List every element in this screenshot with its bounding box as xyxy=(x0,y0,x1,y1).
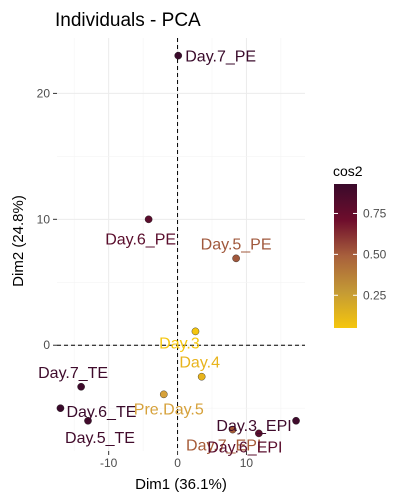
point-day-5-te xyxy=(84,416,92,425)
y-axis-title: Dim2 (24.8%) xyxy=(10,195,27,287)
y-tick-label: 0 xyxy=(43,338,50,352)
point-day-5-pe xyxy=(232,254,240,263)
point-label: Day.7_EPI xyxy=(186,438,261,455)
legend-ticks: 0.25 0.50 0.75 xyxy=(334,206,387,302)
point-pre-day-5 xyxy=(159,390,168,399)
point-day-6-epi xyxy=(255,429,263,438)
point-day-6-te xyxy=(56,404,65,412)
point-day-3 xyxy=(191,327,200,336)
legend-tick-label: 0.25 xyxy=(363,288,387,302)
legend-title: cos2 xyxy=(333,163,363,179)
point-label: Day.4 xyxy=(179,355,220,372)
point-label: Day.6_EPI xyxy=(207,439,282,456)
y-tick-label: 20 xyxy=(37,86,51,100)
point-label: Day.6_TE xyxy=(66,404,136,421)
legend-tick-label: 0.50 xyxy=(363,247,387,261)
x-axis: -10 0 10 xyxy=(100,451,253,470)
point-label: Day.7_TE xyxy=(38,365,108,382)
point-label: Day.3_EPI xyxy=(216,418,291,435)
point-day-3-epi xyxy=(292,416,300,425)
y-axis: 0 10 20 xyxy=(37,86,57,352)
point-label: Pre.Day.5 xyxy=(134,401,204,418)
point-labels-layer: Day.7_PE Day.6_PE Day.5_PE Day.3 Day.4 Day.7_… xyxy=(38,49,292,457)
point-label: Day.7_PE xyxy=(185,49,256,66)
point-label: Day.6_PE xyxy=(105,231,176,248)
x-axis-title: Dim1 (36.1%) xyxy=(135,476,227,493)
point-day-7-epi xyxy=(228,425,237,434)
x-tick-label: -10 xyxy=(100,456,118,470)
point-label: Day.5_PE xyxy=(201,236,272,253)
point-day-7-te xyxy=(77,382,85,391)
point-day-7-pe xyxy=(174,51,183,60)
point-label: Day.3 xyxy=(159,335,200,352)
point-day-6-pe xyxy=(144,215,153,224)
points-layer xyxy=(56,51,300,438)
cos2-legend: cos2 0.25 0.50 0.75 xyxy=(333,163,387,328)
x-tick-label: 10 xyxy=(240,456,254,470)
point-label: Day.5_TE xyxy=(65,430,135,447)
legend-colorbar xyxy=(334,184,357,328)
point-day-4 xyxy=(197,372,206,381)
plot-panel xyxy=(57,38,305,451)
chart-title: Individuals - PCA xyxy=(55,10,201,31)
legend-tick-label: 0.75 xyxy=(363,206,387,220)
x-tick-label: 0 xyxy=(174,456,181,470)
y-tick-label: 10 xyxy=(37,212,51,226)
